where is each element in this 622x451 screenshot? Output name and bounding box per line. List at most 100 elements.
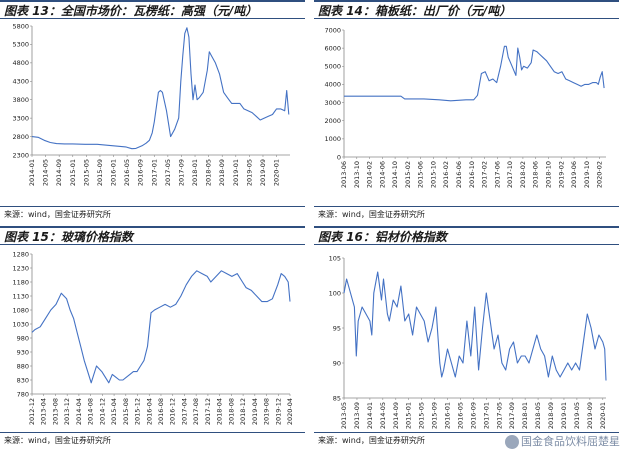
x-tick-label: 2017-02 xyxy=(481,161,489,188)
x-tick-label: 2020-01 xyxy=(273,159,281,186)
x-tick-label: 2018-09 xyxy=(547,402,555,429)
x-tick-label: 2016-06 xyxy=(455,161,463,188)
x-tick-label: 2013-06 xyxy=(340,161,348,188)
chart-title-14: 图表 14：箱板纸：出厂价（元/吨） xyxy=(318,4,512,18)
x-tick-label: 2019-09 xyxy=(586,402,594,429)
title-top-rule xyxy=(0,0,305,2)
y-tick-label: 780 xyxy=(17,390,29,398)
chart-panel-14: 图表 14：箱板纸：出厂价（元/吨） 0 1000 2000 3000 4000 5000… xyxy=(314,0,622,225)
source-rule xyxy=(314,432,619,433)
chart-title-16: 图表 16：铝材价格指数 xyxy=(318,230,447,244)
watermark: 国金食品饮料屈楚星 xyxy=(505,433,620,449)
x-tick-label: 2018-10 xyxy=(544,161,552,188)
x-tick-label: 2014-10 xyxy=(391,161,399,188)
x-tick-label: 2016-02 xyxy=(442,161,450,188)
x-tick-label: 2018-01 xyxy=(191,159,199,186)
y-tick-label: 5000 xyxy=(324,63,341,71)
source-rule xyxy=(314,206,619,207)
y-tick-label: 6000 xyxy=(324,44,341,52)
x-tick-label: 2017-05 xyxy=(495,402,503,429)
x-tick-label: 2017-09 xyxy=(177,159,185,186)
x-tick-label: 2015-10 xyxy=(429,161,437,188)
x-tick-label: 2016-05 xyxy=(123,159,131,186)
x-tick-label: 2015-12 xyxy=(134,398,142,425)
line-chart-14: 0 1000 2000 3000 4000 5000 6000 7000 2013-06 2013… xyxy=(324,26,606,188)
y-tick-label: 1280 xyxy=(12,250,29,258)
x-tick-label: 2015-06 xyxy=(417,161,425,188)
x-tick-label: 2017-05 xyxy=(164,159,172,186)
x-tick-label: 2015-01 xyxy=(405,402,413,429)
x-tick-label: 2015-04 xyxy=(110,398,118,425)
y-tick-label: 7000 xyxy=(324,26,341,34)
x-tick-label: 2019-10 xyxy=(583,161,591,188)
x-tick-label: 2013-08 xyxy=(51,398,59,425)
y-tick-label: 3000 xyxy=(324,99,341,107)
y-tick-label: 85 xyxy=(333,394,341,402)
x-tick-label: 2016-05 xyxy=(456,402,464,429)
y-tick-label: 95 xyxy=(333,324,341,332)
y-tick-label: 4000 xyxy=(324,81,341,89)
x-tick-label: 2015-02 xyxy=(404,161,412,188)
x-tick-label: 2016-01 xyxy=(110,159,118,186)
x-tick-label: 2016-12 xyxy=(169,398,177,425)
x-tick-label: 2018-09 xyxy=(218,159,226,186)
x-tick-label: 2015-09 xyxy=(431,402,439,429)
source-rule xyxy=(0,432,305,433)
x-tick-label: 2018-01 xyxy=(521,402,529,429)
chart-title-15: 图表 15：玻璃价格指数 xyxy=(4,230,133,244)
x-tick-label: 2019-05 xyxy=(573,402,581,429)
x-tick-label: 2014-02 xyxy=(366,161,374,188)
y-tick-label: 1000 xyxy=(324,135,341,143)
x-tick-label: 2016-01 xyxy=(444,402,452,429)
x-tick-label: 2018-08 xyxy=(227,398,235,425)
x-tick-label: 2014-12 xyxy=(98,398,106,425)
x-tick-label: 2019-01 xyxy=(560,402,568,429)
x-tick-label: 2019-06 xyxy=(570,161,578,188)
x-tick-label: 2018-05 xyxy=(205,159,213,186)
x-tick-label: 2015-05 xyxy=(418,402,426,429)
x-tick-label: 2015-09 xyxy=(96,159,104,186)
x-tick-label: 2020-02 xyxy=(596,161,604,188)
x-tick-label: 2018-06 xyxy=(532,161,540,188)
x-tick-label: 2016-08 xyxy=(157,398,165,425)
x-tick-label: 2013-12 xyxy=(63,398,71,425)
x-tick-label: 2018-05 xyxy=(534,402,542,429)
x-tick-label: 2013-05 xyxy=(340,402,348,429)
y-tick-label: 1030 xyxy=(12,320,29,328)
x-tick-label: 2016-09 xyxy=(469,402,477,429)
series-line xyxy=(344,45,605,102)
source-note-16: 来源：wind，国金证券研究所 xyxy=(318,436,425,445)
x-tick-label: 2017-04 xyxy=(180,398,188,425)
x-tick-label: 2015-01 xyxy=(69,159,77,186)
watermark-text: 国金食品饮料屈楚星 xyxy=(521,435,620,448)
x-tick-label: 2019-09 xyxy=(259,159,267,186)
y-tick-label: 880 xyxy=(17,362,29,370)
y-tick-label: 3800 xyxy=(12,96,29,104)
y-tick-label: 980 xyxy=(17,334,29,342)
title-bottom-rule xyxy=(314,18,619,19)
line-chart-16: 85 90 95 100 105 2013-05 2013-09 2014-01 2014-05… xyxy=(329,254,607,429)
y-tick-label: 100 xyxy=(329,289,341,297)
source-rule xyxy=(0,206,305,207)
y-tick-label: 4300 xyxy=(12,78,29,86)
y-tick-label: 0 xyxy=(337,153,341,161)
x-tick-label: 2014-05 xyxy=(42,159,50,186)
y-tick-label: 105 xyxy=(329,254,341,262)
x-tick-label: 2018-12 xyxy=(239,398,247,425)
x-tick-label: 2014-01 xyxy=(366,402,374,429)
x-tick-label: 2019-05 xyxy=(245,159,253,186)
y-tick-label: 2300 xyxy=(12,151,29,159)
y-tick-label: 1130 xyxy=(12,292,29,300)
x-tick-label: 2014-06 xyxy=(378,161,386,188)
title-bottom-rule xyxy=(314,244,619,245)
title-top-rule xyxy=(314,0,619,2)
x-tick-label: 2016-10 xyxy=(468,161,476,188)
x-tick-label: 2019-12 xyxy=(274,398,282,425)
x-tick-label: 2014-08 xyxy=(87,398,95,425)
x-tick-label: 2014-09 xyxy=(55,159,63,186)
y-tick-label: 5800 xyxy=(12,22,29,30)
chart-panel-16: 图表 16：铝材价格指数 85 90 95 100 105 2013-05 2013-09 2… xyxy=(314,226,622,451)
x-tick-label: 2017-09 xyxy=(508,402,516,429)
y-tick-label: 90 xyxy=(333,359,341,367)
y-tick-label: 5300 xyxy=(12,41,29,49)
